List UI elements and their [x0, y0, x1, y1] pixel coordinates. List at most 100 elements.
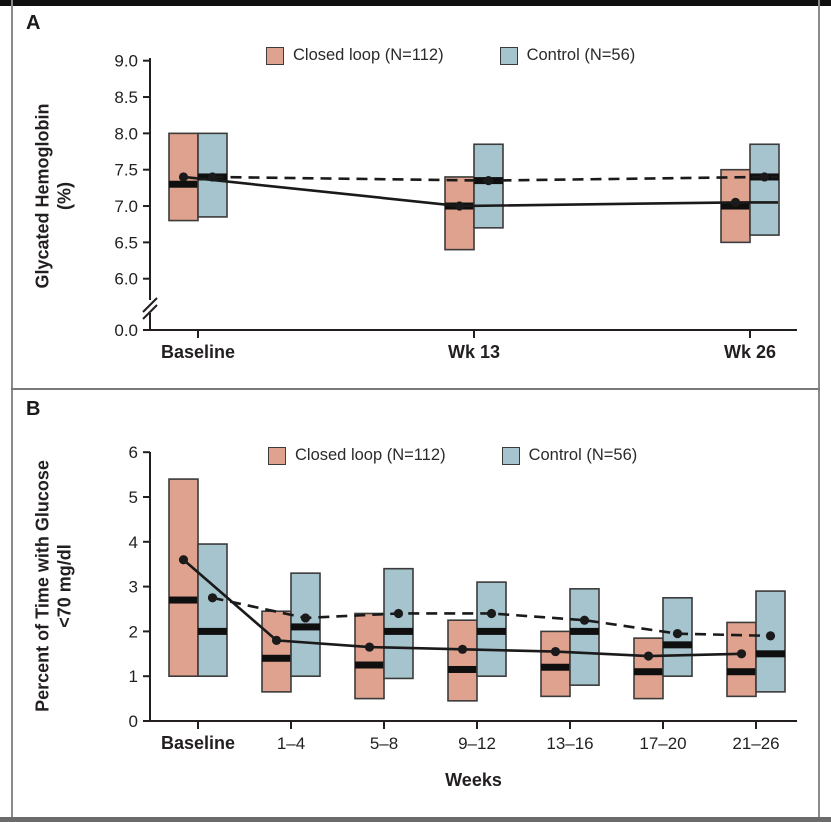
median-bar: [570, 627, 599, 635]
y-tick-label: 1: [129, 667, 138, 686]
closed-loop-mean-line: [183, 175, 778, 208]
x-tick-label: 5–8: [370, 734, 398, 753]
closed-loop-mean-dot: [364, 642, 375, 652]
legend-item-control: Control (N=56): [499, 46, 636, 65]
closed-loop-mean-dot: [178, 555, 189, 565]
closed-loop-mean-dot: [550, 646, 561, 657]
control-mean-dot: [759, 172, 770, 182]
median-bar: [262, 654, 291, 662]
median-bar: [291, 623, 320, 631]
x-tick-label: 9–12: [458, 734, 496, 753]
y-tick-label: 3: [129, 578, 138, 597]
control-swatch: [501, 446, 520, 465]
control-box: [383, 567, 414, 680]
median-bar: [448, 665, 477, 673]
panel-b-plot: 0 1 2 3 4 5 6 Baseline 1–4 5–8 9–12 13–16 17–20 21–26: [129, 443, 797, 753]
axis-break-slash: [142, 297, 158, 313]
right-border: [818, 0, 820, 822]
median-bar: [198, 627, 227, 635]
panel-a-legend: Closed loop (N=112) Control (N=56): [266, 46, 635, 65]
control-legend-label: Control (N=56): [526, 46, 636, 64]
closed-loop-mean-dot: [730, 197, 741, 207]
y-tick-label: 8.5: [114, 88, 138, 107]
panel-divider: [11, 388, 820, 390]
x-tick-label: Baseline: [161, 342, 235, 362]
legend-item-control: Control (N=56): [501, 446, 638, 465]
control-box: [755, 590, 786, 693]
y-tick-label: 0.0: [114, 321, 138, 340]
panel-b-y-axis-title-line1: Percent of Time with Glucose: [32, 460, 53, 712]
control-mean-dot: [486, 608, 497, 619]
bottom-rule: [0, 817, 831, 822]
closed-loop-box: [261, 610, 292, 693]
median-bar: [727, 668, 756, 676]
closed-loop-swatch: [268, 446, 286, 465]
x-tick-label: 21–26: [732, 734, 779, 753]
y-tick-label: 6: [129, 443, 138, 462]
median-bar: [663, 641, 692, 649]
panel-b-y-axis-title-line2: <70 mg/dl: [54, 544, 74, 628]
median-bar: [169, 596, 198, 604]
x-tick-label: Wk 13: [448, 342, 500, 362]
control-mean-dot: [579, 615, 590, 625]
legend-item-closed-loop: Closed loop (N=112): [266, 46, 444, 65]
y-tick-label: 5: [129, 488, 138, 507]
closed-loop-mean-dot: [457, 644, 468, 654]
panel-b-legend: Closed loop (N=112) Control (N=56): [268, 446, 637, 465]
control-swatch: [499, 46, 518, 65]
y-tick-label: 9.0: [114, 52, 138, 71]
control-mean-dot: [765, 631, 776, 641]
median-bar: [756, 650, 785, 658]
panel-a-plot: 0.0 6.0 6.5 7.0 7.5 8.0 8.5 9.0 Baseline Wk 13 Wk …: [114, 52, 797, 362]
closed-loop-box: [726, 621, 757, 698]
y-tick-label: 7.5: [114, 161, 138, 180]
median-bar: [169, 180, 198, 188]
x-tick-label: 1–4: [277, 734, 305, 753]
y-tick-label: 0: [129, 712, 138, 731]
legend-item-closed-loop: Closed loop (N=112): [268, 446, 446, 465]
closed-loop-legend-label: Closed loop (N=112): [293, 46, 444, 64]
control-mean-dot: [393, 608, 404, 619]
x-tick-label: 13–16: [546, 734, 593, 753]
control-legend-label: Control (N=56): [528, 446, 638, 464]
closed-loop-legend-label: Closed loop (N=112): [295, 446, 446, 464]
panel-a-y-axis-title-line2: (%): [54, 182, 74, 210]
closed-loop-box: [168, 478, 199, 677]
panel-b-x-axis-title: Weeks: [445, 770, 502, 790]
panel-b-y-axis-title: Percent of Time with Glucose <70 mg/dl: [32, 460, 75, 712]
top-rule: [0, 0, 831, 6]
closed-loop-mean-dot: [736, 649, 747, 659]
control-mean-line: [212, 175, 778, 182]
closed-loop-box: [354, 612, 385, 700]
control-box: [569, 588, 600, 686]
y-tick-label: 4: [129, 533, 138, 552]
panel-a-y-axis-title: Glycated Hemoglobin (%): [32, 103, 75, 288]
y-tick-label: 7.0: [114, 197, 138, 216]
panel-a-label: A: [26, 12, 41, 34]
control-mean-dot: [483, 175, 494, 186]
median-bar: [541, 663, 570, 671]
y-tick-label: 6.0: [114, 270, 138, 289]
panel-b-label: B: [26, 398, 41, 420]
control-mean-dot: [672, 629, 683, 639]
closed-loop-mean-dot: [178, 172, 189, 182]
control-box: [197, 543, 228, 677]
closed-loop-box: [447, 619, 478, 702]
closed-loop-mean-dot: [271, 635, 282, 645]
x-tick-label: Wk 26: [724, 342, 776, 362]
axis-break-gap: [148, 300, 152, 313]
y-tick-label: 2: [129, 622, 138, 641]
closed-loop-mean-dot: [454, 201, 465, 211]
median-bar: [355, 661, 384, 669]
x-tick-label: 17–20: [639, 734, 686, 753]
x-tick-label: Baseline: [161, 733, 235, 753]
control-mean-dot: [300, 613, 311, 623]
y-tick-label: 6.5: [114, 233, 138, 252]
axis-break-slash: [142, 304, 158, 320]
closed-loop-box: [444, 176, 475, 251]
panel-a-y-axis-title-line1: Glycated Hemoglobin: [32, 103, 53, 289]
control-box: [473, 143, 504, 229]
median-bar: [477, 627, 506, 635]
